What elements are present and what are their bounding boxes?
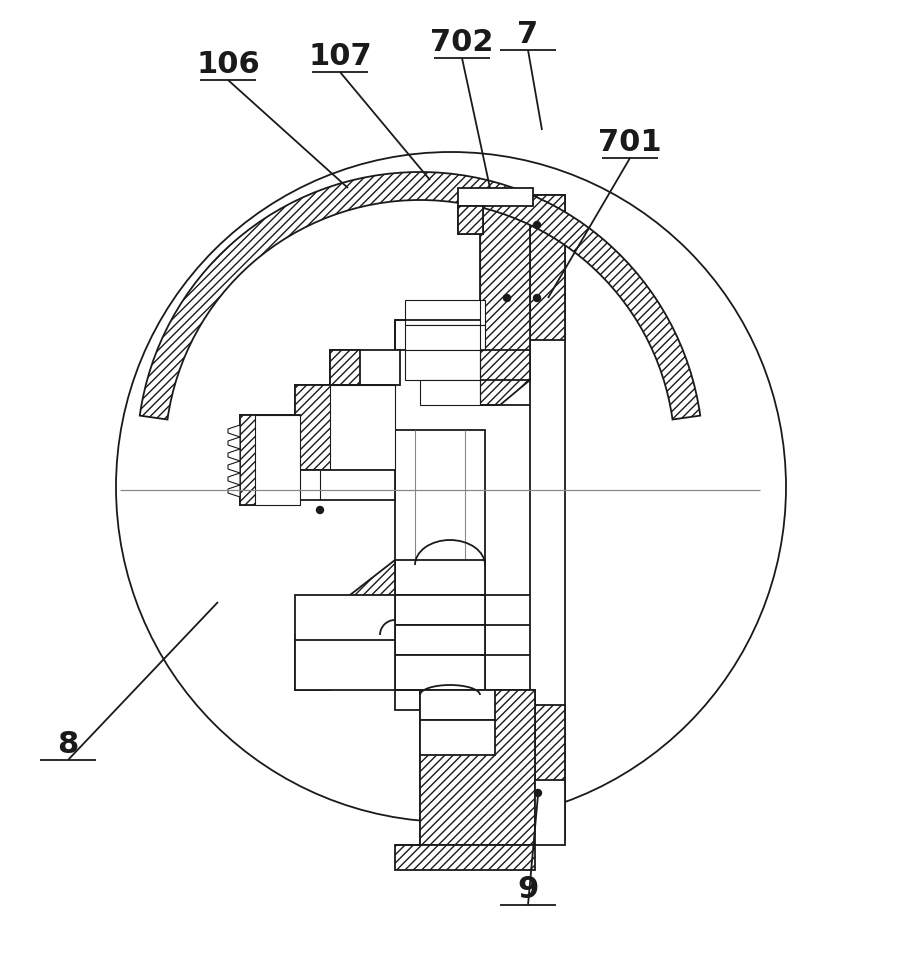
Polygon shape <box>240 415 295 505</box>
Bar <box>394 655 484 690</box>
Polygon shape <box>419 690 534 845</box>
Polygon shape <box>295 385 360 470</box>
Bar <box>419 690 494 720</box>
Text: 9: 9 <box>517 875 538 904</box>
Polygon shape <box>227 449 240 461</box>
Polygon shape <box>457 206 483 234</box>
Bar <box>329 385 394 470</box>
Text: 107: 107 <box>308 42 372 71</box>
Circle shape <box>503 295 510 301</box>
Bar <box>419 720 494 755</box>
Circle shape <box>533 222 540 229</box>
Polygon shape <box>227 425 240 437</box>
Polygon shape <box>329 350 360 385</box>
Text: 7: 7 <box>517 20 538 49</box>
Bar <box>394 560 484 595</box>
Bar <box>295 385 394 470</box>
Polygon shape <box>227 461 240 473</box>
Bar <box>529 195 565 840</box>
Polygon shape <box>227 485 240 497</box>
Bar <box>394 625 484 655</box>
Text: 702: 702 <box>429 28 493 57</box>
Circle shape <box>533 295 540 301</box>
Polygon shape <box>227 437 240 449</box>
Polygon shape <box>529 705 565 840</box>
Text: 701: 701 <box>597 128 661 157</box>
Bar <box>405 300 484 325</box>
Polygon shape <box>227 473 240 485</box>
Polygon shape <box>295 560 394 690</box>
Circle shape <box>316 507 323 514</box>
Bar <box>295 635 394 690</box>
Bar <box>240 415 299 505</box>
Bar <box>534 780 565 845</box>
Bar <box>405 350 480 380</box>
Circle shape <box>534 790 541 797</box>
Wedge shape <box>140 172 699 420</box>
Polygon shape <box>394 845 534 870</box>
Bar <box>457 188 532 206</box>
Bar <box>394 595 484 625</box>
Bar <box>419 380 480 405</box>
Text: 8: 8 <box>58 730 78 759</box>
Bar <box>254 415 299 505</box>
Polygon shape <box>480 195 529 405</box>
Bar <box>329 350 400 385</box>
Bar <box>295 595 394 640</box>
Bar <box>457 206 483 234</box>
Bar <box>405 325 484 350</box>
Bar <box>394 430 484 710</box>
Text: 106: 106 <box>196 50 260 79</box>
Bar <box>295 470 394 500</box>
Bar <box>419 690 534 845</box>
Bar <box>394 320 484 350</box>
Polygon shape <box>529 195 565 340</box>
